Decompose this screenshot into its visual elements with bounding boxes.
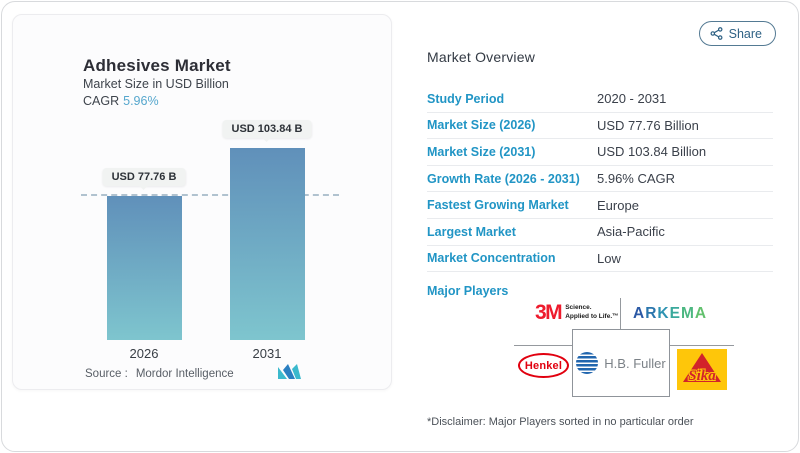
row-value: Europe <box>597 197 639 213</box>
logo-arkema: ARKEMA <box>633 305 708 322</box>
row-label: Growth Rate (2026 - 2031) <box>427 171 580 186</box>
table-row: Market Concentration Low <box>427 246 773 273</box>
bar-value-label-2026: USD 77.76 B <box>102 167 186 186</box>
share-icon <box>710 27 723 40</box>
row-value: Asia-Pacific <box>597 224 665 240</box>
table-row: Market Size (2026) USD 77.76 Billion <box>427 113 773 140</box>
bar-chart-plot: USD 77.76 B USD 103.84 B 2026 2031 <box>81 120 339 361</box>
chart-subtitle: Market Size in USD Billion <box>83 77 229 91</box>
table-row: Market Size (2031) USD 103.84 Billion <box>427 139 773 166</box>
logo-hbfuller-wordmark: H.B. Fuller <box>604 355 666 371</box>
row-value: USD 103.84 Billion <box>597 144 707 160</box>
share-button-label: Share <box>728 26 762 41</box>
source-label: Source : <box>85 368 128 380</box>
chart-card: Adhesives Market Market Size in USD Bill… <box>12 14 392 390</box>
mordor-intelligence-logo-icon <box>278 364 301 384</box>
cagr-value: 5.96% <box>123 94 159 108</box>
hbfuller-globe-icon <box>576 352 599 374</box>
row-value: 5.96% CAGR <box>597 171 676 187</box>
row-label: Market Size (2031) <box>427 144 536 159</box>
cagr-label: CAGR <box>83 94 120 108</box>
table-row: Fastest Growing Market Europe <box>427 192 773 219</box>
divider-vertical <box>620 298 621 329</box>
major-players-diagram: 3M Science. Applied to Life.™ ARKEMA Hen… <box>502 295 747 400</box>
divider-horizontal-right <box>670 345 734 346</box>
row-label: Largest Market <box>427 224 516 239</box>
divider-horizontal-left <box>514 345 572 346</box>
logo-hbfuller-box: H.B. Fuller <box>572 329 670 397</box>
logo-3m-wordmark: 3M <box>535 301 563 324</box>
row-value: 2020 - 2031 <box>597 91 667 107</box>
major-players-label: Major Players <box>427 284 509 298</box>
table-row: Largest Market Asia-Pacific <box>427 219 773 246</box>
row-label: Market Concentration <box>427 251 556 266</box>
row-value: Low <box>597 250 621 266</box>
logo-sika-wordmark: Sika <box>688 368 716 384</box>
sika-triangle-icon <box>683 353 721 382</box>
share-button[interactable]: Share <box>698 21 776 46</box>
x-axis-label-2026: 2026 <box>129 346 159 361</box>
overview-title: Market Overview <box>427 49 536 65</box>
bar-2026 <box>107 196 182 340</box>
reference-dashed-line <box>81 194 339 196</box>
bar-value-text-2031: USD 103.84 B <box>222 120 312 138</box>
bar-2031 <box>230 148 305 340</box>
logo-sika: Sika <box>677 349 727 390</box>
logo-3m: 3M Science. Applied to Life.™ <box>535 302 619 323</box>
row-value: USD 77.76 Billion <box>597 117 699 133</box>
table-row: Study Period 2020 - 2031 <box>427 86 773 113</box>
source-value: Mordor Intelligence <box>135 368 234 380</box>
logo-3m-tagline: Science. Applied to Life.™ <box>565 304 619 320</box>
logo-henkel: Henkel <box>518 353 569 378</box>
table-row: Growth Rate (2026 - 2031) 5.96% CAGR <box>427 166 773 193</box>
row-label: Market Size (2026) <box>427 118 536 133</box>
overview-table: Study Period 2020 - 2031 Market Size (20… <box>427 86 773 273</box>
row-label: Fastest Growing Market <box>427 198 569 213</box>
bar-value-text-2026: USD 77.76 B <box>102 168 186 186</box>
x-axis-label-2031: 2031 <box>252 346 282 361</box>
chart-cagr-line: CAGR 5.96% <box>83 94 159 108</box>
bar-value-label-2031: USD 103.84 B <box>222 119 312 138</box>
row-label: Study Period <box>427 91 505 106</box>
chart-title: Adhesives Market <box>83 56 231 75</box>
disclaimer-text: *Disclaimer: Major Players sorted in no … <box>427 416 694 428</box>
source-line: Source : Mordor Intelligence <box>85 368 234 380</box>
